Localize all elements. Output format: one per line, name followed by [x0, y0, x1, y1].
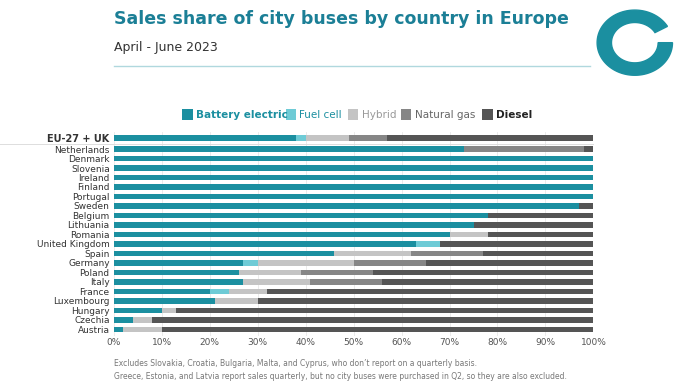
Text: April - June 2023: April - June 2023 — [114, 41, 217, 54]
Text: Battery electric: Battery electric — [197, 109, 288, 120]
Text: Natural gas: Natural gas — [415, 109, 475, 120]
Bar — [114, 165, 593, 171]
Bar — [450, 232, 488, 237]
Bar — [114, 232, 450, 237]
Bar — [306, 135, 349, 141]
Bar — [176, 308, 593, 314]
FancyBboxPatch shape — [348, 109, 358, 120]
Bar — [310, 279, 382, 285]
Bar — [114, 135, 296, 141]
Bar — [488, 213, 593, 218]
Bar — [244, 279, 310, 285]
Bar — [483, 251, 593, 256]
Bar — [296, 135, 306, 141]
Bar — [416, 241, 440, 247]
Bar — [215, 298, 257, 304]
Bar — [584, 146, 593, 152]
Bar — [210, 289, 229, 294]
Text: Excludes Slovakia, Croatia, Bulgaria, Malta, and Cyprus, who don’t report on a q: Excludes Slovakia, Croatia, Bulgaria, Ma… — [114, 359, 477, 368]
Text: Greece, Estonia, and Latvia report sales quarterly, but no city buses were purch: Greece, Estonia, and Latvia report sales… — [114, 372, 566, 381]
FancyBboxPatch shape — [182, 109, 193, 120]
Text: Hybrid: Hybrid — [362, 109, 396, 120]
Bar — [473, 222, 593, 228]
FancyBboxPatch shape — [286, 109, 296, 120]
Bar — [488, 232, 593, 237]
Bar — [114, 175, 593, 180]
FancyBboxPatch shape — [401, 109, 411, 120]
Bar — [124, 327, 161, 333]
Bar — [387, 135, 593, 141]
Bar — [114, 146, 464, 152]
Bar — [267, 289, 593, 294]
FancyBboxPatch shape — [482, 109, 493, 120]
Bar — [335, 251, 411, 256]
Bar — [301, 270, 373, 275]
Bar — [114, 308, 161, 314]
Text: Sales share of city buses by country in Europe: Sales share of city buses by country in … — [114, 10, 569, 28]
Bar — [426, 260, 593, 266]
Text: Diesel: Diesel — [496, 109, 532, 120]
Bar — [440, 241, 593, 247]
Bar — [114, 260, 244, 266]
Bar — [229, 289, 267, 294]
Bar — [411, 251, 483, 256]
Bar — [373, 270, 593, 275]
Bar — [382, 279, 593, 285]
Text: Fuel cell: Fuel cell — [299, 109, 342, 120]
Bar — [579, 203, 593, 209]
Bar — [133, 317, 152, 323]
Bar — [239, 270, 301, 275]
Bar — [152, 317, 593, 323]
Bar — [257, 260, 353, 266]
Bar — [114, 241, 416, 247]
Bar — [114, 298, 215, 304]
Bar — [114, 203, 579, 209]
Bar — [353, 260, 426, 266]
Bar — [114, 289, 210, 294]
Bar — [114, 327, 124, 333]
Bar — [257, 298, 593, 304]
Bar — [114, 184, 593, 190]
Bar — [114, 213, 488, 218]
Bar — [114, 222, 473, 228]
Bar — [114, 270, 239, 275]
Bar — [244, 260, 258, 266]
Bar — [464, 146, 584, 152]
Bar — [114, 194, 593, 199]
Bar — [161, 308, 176, 314]
Bar — [114, 156, 593, 161]
Bar — [114, 279, 244, 285]
Polygon shape — [597, 10, 673, 75]
Bar — [349, 135, 387, 141]
Bar — [114, 317, 133, 323]
Bar — [114, 251, 335, 256]
Bar — [161, 327, 593, 333]
